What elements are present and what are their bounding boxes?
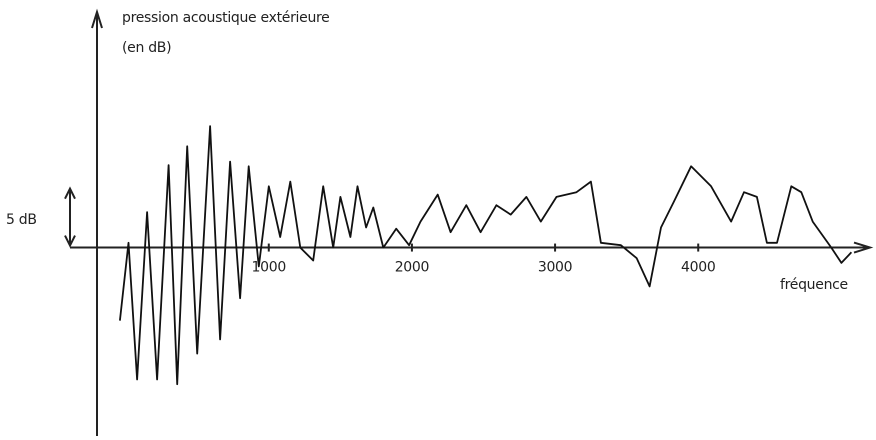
y-axis-label: pression acoustique extérieure (122, 10, 329, 26)
y-axis-unit: (en dB) (122, 40, 171, 56)
x-tick-label: 1000 (252, 260, 286, 276)
x-tick-label: 3000 (538, 260, 572, 276)
scale-bar-arrow (64, 186, 76, 248)
x-tick-label: 4000 (681, 260, 715, 276)
x-axis-label: fréquence (780, 277, 848, 293)
x-axis-arrow (853, 241, 874, 254)
scale-bar-label: 5 dB (6, 212, 37, 228)
x-tick-label: 2000 (395, 260, 429, 276)
y-axis-arrow (91, 8, 103, 29)
response-line (119, 125, 853, 386)
